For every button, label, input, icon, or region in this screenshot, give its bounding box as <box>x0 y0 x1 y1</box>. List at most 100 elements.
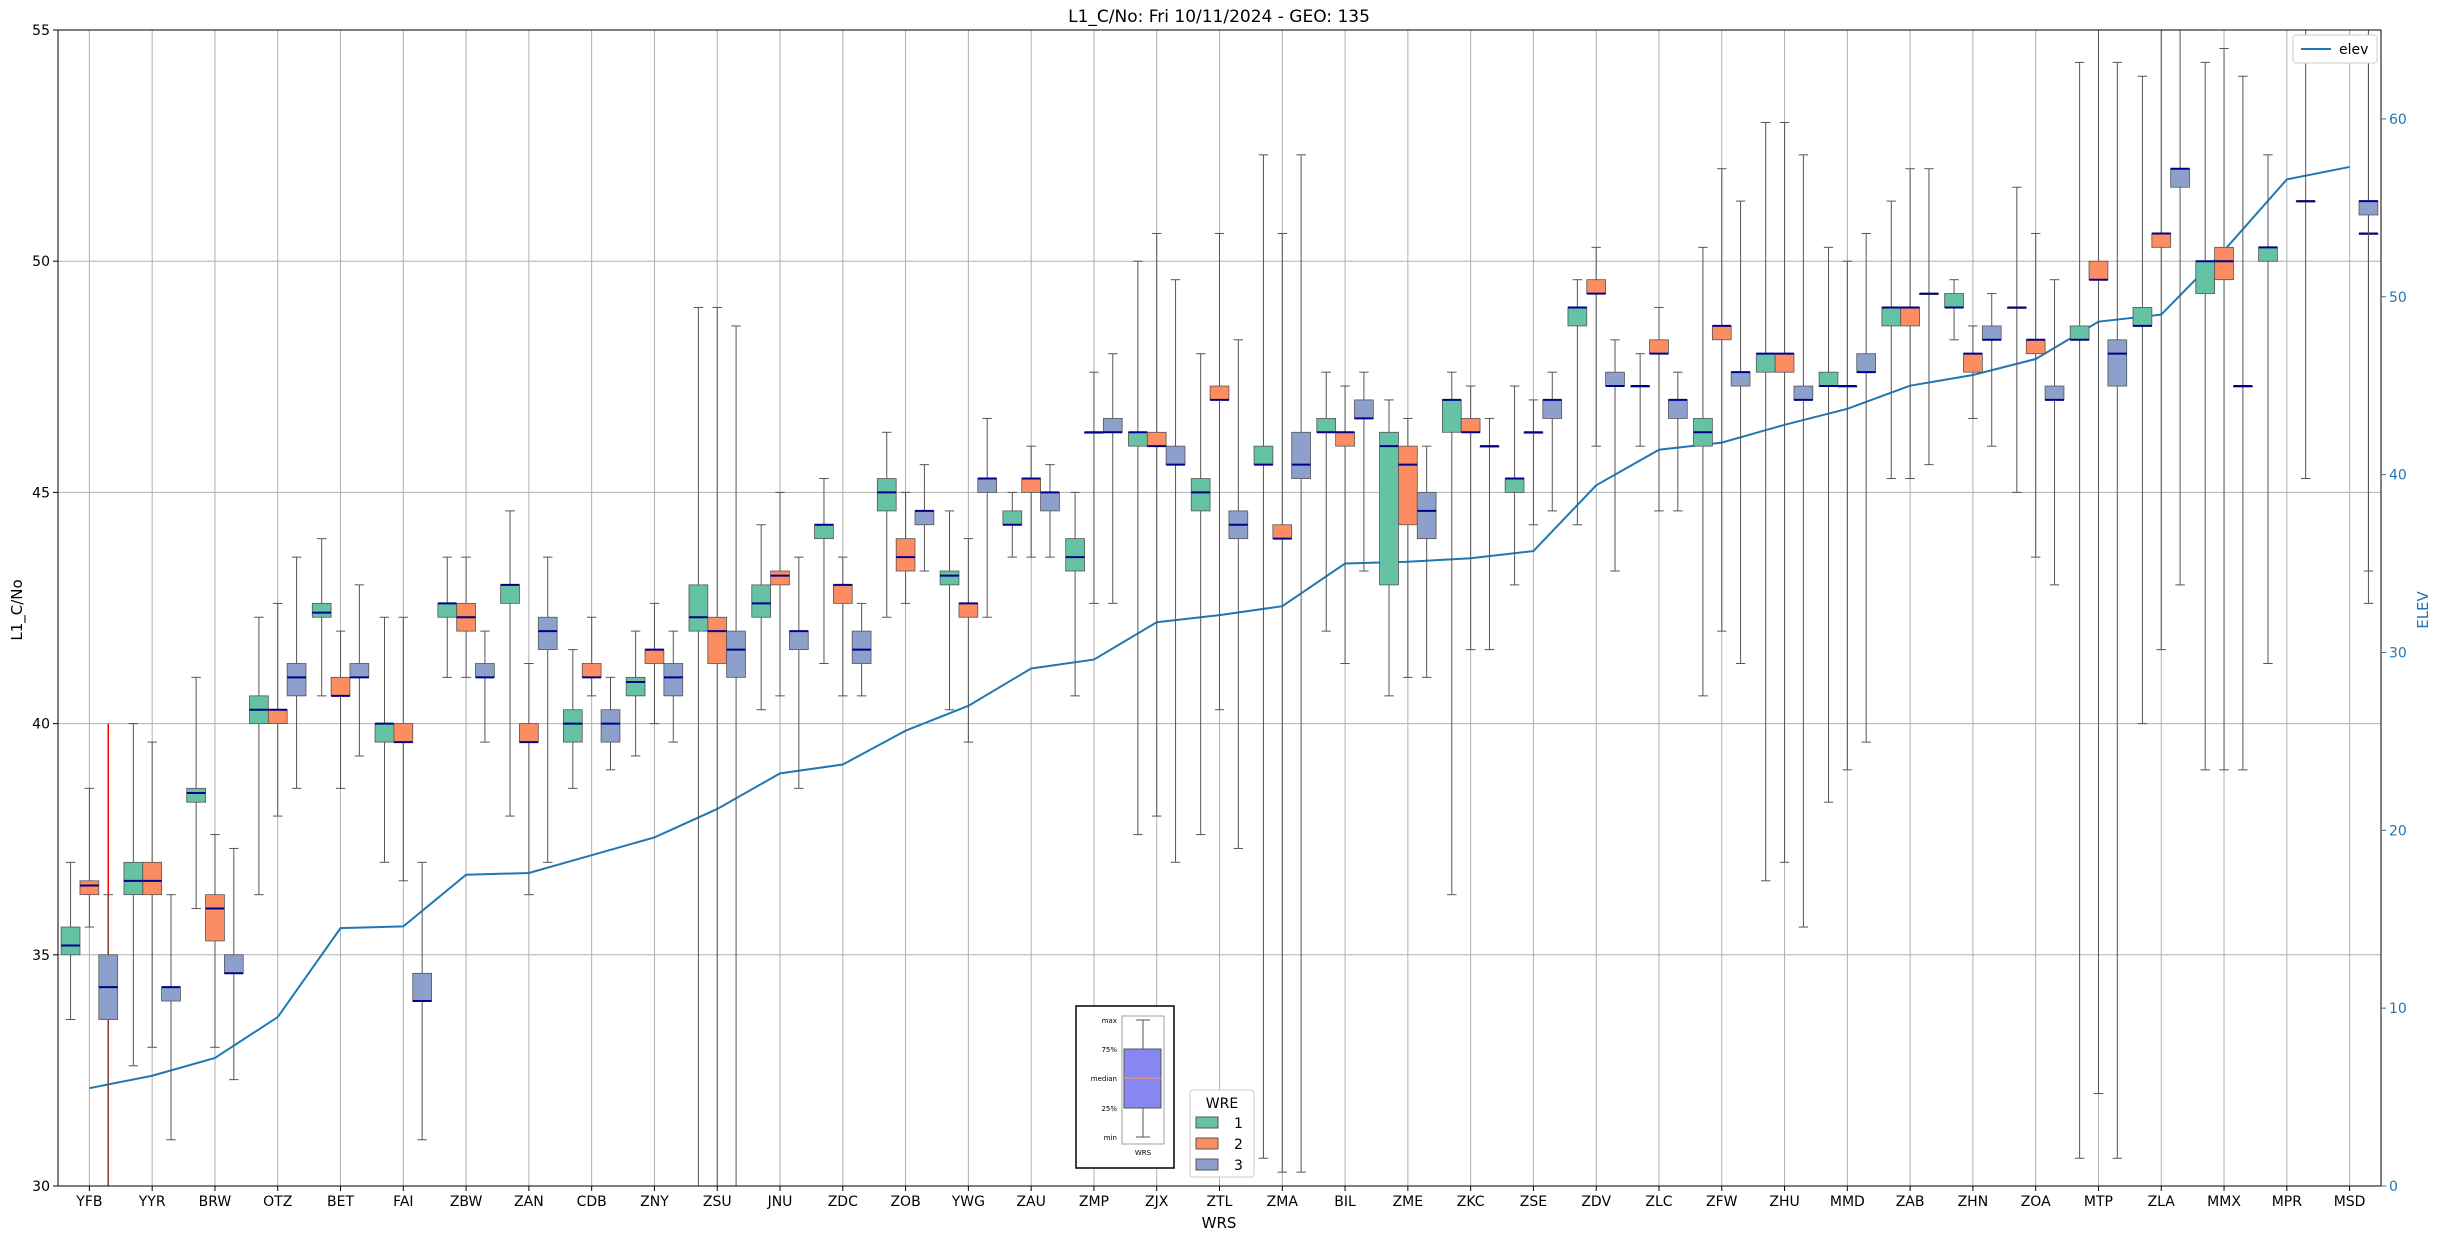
box-body <box>79 880 100 896</box>
box-ZMA-wre-3 <box>1291 154 1311 1173</box>
box-body <box>1316 418 1337 433</box>
box-body <box>2025 339 2046 355</box>
x-tick-label-BRW: BRW <box>199 1194 232 1210</box>
box-MMD-wre-2 <box>1837 260 1858 771</box>
x-tick-label-ZAU: ZAU <box>1016 1194 1045 1210</box>
x-tick-label-YWG: YWG <box>951 1194 985 1210</box>
legend-wre: WRE 1 2 3 <box>1189 1089 1255 1178</box>
box-body <box>895 538 916 572</box>
box-body <box>851 630 872 664</box>
box-body <box>707 616 728 664</box>
y2-tick-label: 10 <box>2389 1001 2407 1017</box>
box-BRW-wre-3 <box>223 847 244 1081</box>
x-tick-label-ZLA: ZLA <box>2148 1194 2176 1210</box>
box-ZHU-wre-2 <box>1774 121 1795 863</box>
box-OTZ-wre-2 <box>267 602 288 817</box>
box-ZOB-wre-2 <box>895 491 916 604</box>
box-BIL-wre-2 <box>1335 385 1355 664</box>
box-ZLA-wre-3 <box>2170 30 2190 586</box>
box-MSD-wre-3 <box>2358 30 2379 572</box>
box-ZLC-wre-3 <box>1668 371 1688 512</box>
box-body <box>393 723 414 743</box>
y-tick-label: 40 <box>32 717 50 733</box>
box-MTP-wre-2 <box>2088 30 2109 1095</box>
box-body <box>1398 445 1418 526</box>
legend-box-min: min <box>1104 1134 1117 1142</box>
box-body <box>914 510 935 526</box>
box-body <box>1460 418 1481 433</box>
box-OTZ-wre-3 <box>286 556 307 789</box>
box-body <box>267 709 288 725</box>
x-tick-label-ZSU: ZSU <box>703 1194 732 1210</box>
box-ZAU-wre-3 <box>1040 464 1060 558</box>
x-tick-label-ZME: ZME <box>1393 1194 1424 1210</box>
legend-box-q3: 75% <box>1101 1046 1117 1054</box>
box-body <box>2195 260 2216 294</box>
box-MPR-wre-3 <box>2295 30 2316 480</box>
y2-tick-label: 0 <box>2389 1179 2398 1195</box>
box-ZMP-wre-2 <box>1084 371 1104 604</box>
box-body <box>688 584 709 632</box>
box-ZJX-wre-2 <box>1146 232 1167 817</box>
box-body <box>563 709 583 743</box>
box-MTP-wre-3 <box>2107 61 2128 1159</box>
legend-box-max: max <box>1102 1017 1117 1025</box>
x-tick-label-BIL: BIL <box>1334 1194 1356 1210</box>
box-BET-wre-1 <box>311 538 332 697</box>
x-tick-label-MTP: MTP <box>2084 1194 2113 1210</box>
box-body <box>1542 399 1563 419</box>
box-body <box>1190 478 1211 512</box>
box-ZOB-wre-3 <box>914 464 935 572</box>
box-MMD-wre-1 <box>1818 246 1839 803</box>
box-body <box>751 584 771 618</box>
x-tick-label-YFB: YFB <box>75 1194 102 1210</box>
legend-wre-title: WRE <box>1206 1096 1238 1112</box>
box-body <box>2170 168 2190 188</box>
x-tick-label-ZMP: ZMP <box>1079 1194 1109 1210</box>
x-tick-label-ZAN: ZAN <box>514 1194 544 1210</box>
box-plot-layer <box>60 30 2379 1186</box>
x-tick-label-MMX: MMX <box>2207 1194 2241 1210</box>
box-body <box>600 709 621 743</box>
box-ZME-wre-2 <box>1398 417 1418 678</box>
box-body <box>1040 491 1060 512</box>
box-body <box>1755 353 1776 373</box>
box-ZAN-wre-1 <box>500 510 520 817</box>
box-ZAN-wre-3 <box>537 556 558 863</box>
box-ZAU-wre-1 <box>1002 491 1023 558</box>
y-tick-label: 45 <box>32 485 50 501</box>
box-body <box>330 676 351 697</box>
x-tick-label-MSD: MSD <box>2334 1194 2366 1210</box>
box-ZMA-wre-2 <box>1272 232 1293 1173</box>
x-tick-label-ZNY: ZNY <box>640 1194 669 1210</box>
box-body <box>1981 325 2002 341</box>
box-body <box>2107 339 2128 387</box>
box-body <box>205 894 225 942</box>
box-ZBW-wre-3 <box>475 630 495 743</box>
box-body <box>1793 385 1814 401</box>
box-ZKC-wre-3 <box>1479 417 1500 651</box>
box-body <box>1730 371 1751 387</box>
box-body <box>2088 260 2109 281</box>
box-ZHN-wre-1 <box>1944 279 1964 341</box>
box-body <box>663 663 684 697</box>
box-body <box>644 649 665 664</box>
box-MMD-wre-3 <box>1856 232 1876 743</box>
x-tick-label-ZDC: ZDC <box>828 1194 858 1210</box>
x-tick-label-ZMA: ZMA <box>1267 1194 1299 1210</box>
box-body <box>1944 293 1964 308</box>
box-BRW-wre-1 <box>186 676 206 910</box>
box-ZME-wre-3 <box>1416 445 1437 678</box>
box-body <box>1605 371 1625 387</box>
box-body <box>123 861 144 896</box>
box-ZOA-wre-1 <box>2007 186 2027 493</box>
box-ZSE-wre-3 <box>1542 371 1563 512</box>
box-ZME-wre-1 <box>1379 399 1399 697</box>
box-ZDC-wre-3 <box>851 602 872 697</box>
box-YFB-wre-1 <box>60 861 81 1021</box>
y-tick-label: 55 <box>32 23 50 39</box>
box-JNU-wre-3 <box>789 556 809 789</box>
legend-wre-label-2: 2 <box>1234 1137 1243 1153</box>
box-body <box>161 986 181 1002</box>
y2-tick-label: 40 <box>2389 468 2407 484</box>
